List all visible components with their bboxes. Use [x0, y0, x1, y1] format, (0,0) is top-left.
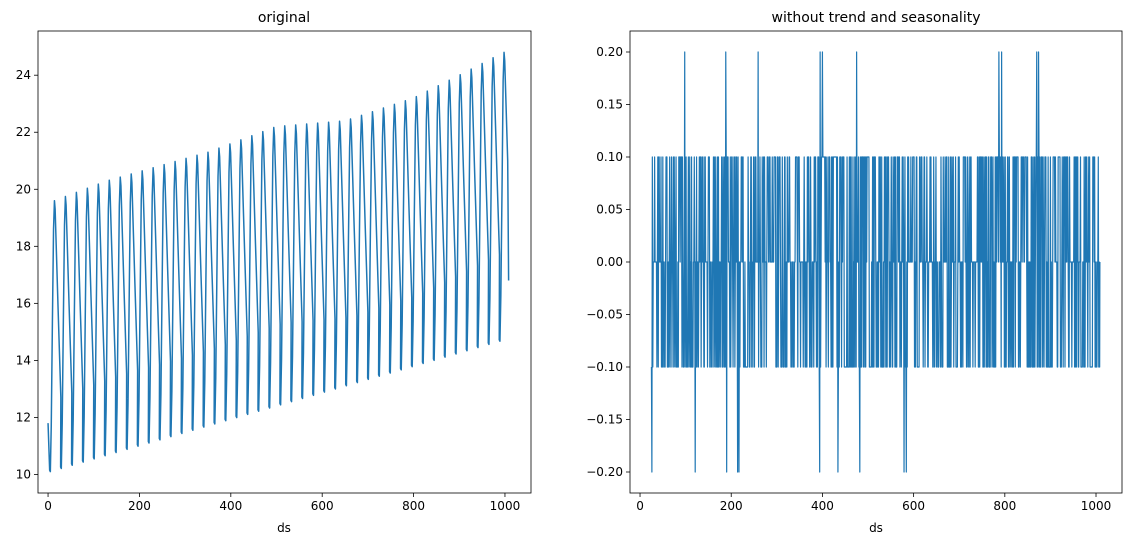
x-tick-label: 0: [44, 499, 52, 513]
y-tick-label: 14: [16, 353, 31, 367]
y-tick-label: 0.20: [596, 45, 623, 59]
x-tick-label: 600: [311, 499, 334, 513]
x-tick-label: 1000: [490, 499, 521, 513]
chart-original: original 0 200 400 600 800 1000 10 12 14 16 18 20 2…: [16, 10, 532, 535]
y-tick-label: 18: [16, 239, 31, 253]
y-tick-label: 10: [16, 467, 31, 481]
x-tick-label: 1000: [1081, 499, 1112, 513]
y-tick-label: 0.05: [596, 203, 623, 217]
y-tick-label: 20: [16, 182, 31, 196]
plot-area: [37, 30, 532, 494]
chart-title: original: [258, 10, 310, 26]
x-tick-label: 800: [993, 499, 1016, 513]
y-tick-label: 12: [16, 410, 31, 424]
series-line: [650, 51, 1101, 473]
y-tick-label: 16: [16, 296, 31, 310]
y-tick-label: −0.05: [586, 308, 623, 322]
y-tick-label: 0.10: [596, 150, 623, 164]
x-axis-label: ds: [277, 521, 291, 535]
y-axis: −0.20 −0.15 −0.10 −0.05 0.00 0.05 0.10 0.15 0.20: [586, 45, 630, 479]
x-tick-label: 800: [402, 499, 425, 513]
x-tick-label: 200: [720, 499, 743, 513]
chart-title: without trend and seasonality: [772, 10, 981, 26]
y-tick-label: −0.10: [586, 360, 623, 374]
y-axis: 10 12 14 16 18 20 22 24: [16, 68, 38, 481]
x-tick-label: 400: [811, 499, 834, 513]
y-tick-label: −0.15: [586, 413, 623, 427]
x-axis-label: ds: [869, 521, 883, 535]
axes-frame: [37, 30, 532, 494]
series-line: [47, 51, 510, 473]
y-tick-label: 24: [16, 68, 31, 82]
x-axis: 0 200 400 600 800 1000: [636, 493, 1111, 513]
x-tick-label: 0: [636, 499, 644, 513]
x-tick-label: 200: [128, 499, 151, 513]
chart-detrended: without trend and seasonality 0 200 400 600…: [586, 10, 1123, 535]
y-tick-label: 22: [16, 125, 31, 139]
y-tick-label: 0.15: [596, 98, 623, 112]
x-axis: 0 200 400 600 800 1000: [44, 493, 520, 513]
y-tick-label: −0.20: [586, 465, 623, 479]
y-tick-label: 0.00: [596, 255, 623, 269]
x-tick-label: 600: [902, 499, 925, 513]
x-tick-label: 400: [219, 499, 242, 513]
